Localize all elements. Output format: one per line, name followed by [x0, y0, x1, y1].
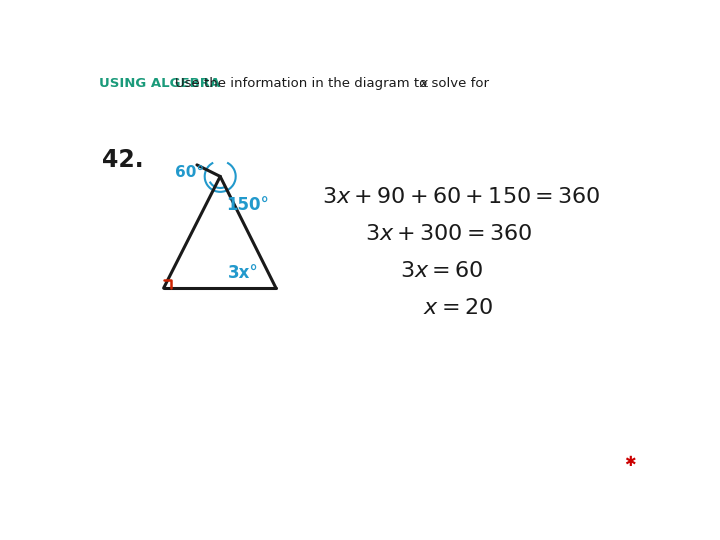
- Text: 60°: 60°: [175, 165, 204, 180]
- Text: $3x+300=360$: $3x+300=360$: [365, 225, 533, 245]
- Text: Use the information in the diagram to solve for: Use the information in the diagram to so…: [175, 77, 493, 90]
- Text: 150°: 150°: [226, 195, 269, 214]
- Text: ✱: ✱: [624, 455, 636, 469]
- Text: .: .: [425, 77, 429, 90]
- Text: $3x+90+60+150=360$: $3x+90+60+150=360$: [323, 188, 601, 208]
- Text: USING ALGEBRA: USING ALGEBRA: [99, 77, 220, 90]
- Text: 42.: 42.: [102, 148, 143, 172]
- Text: $x=20$: $x=20$: [423, 299, 493, 319]
- Text: $3x=60$: $3x=60$: [400, 262, 484, 282]
- Text: $x$: $x$: [419, 77, 430, 90]
- Text: 3x°: 3x°: [228, 264, 258, 282]
